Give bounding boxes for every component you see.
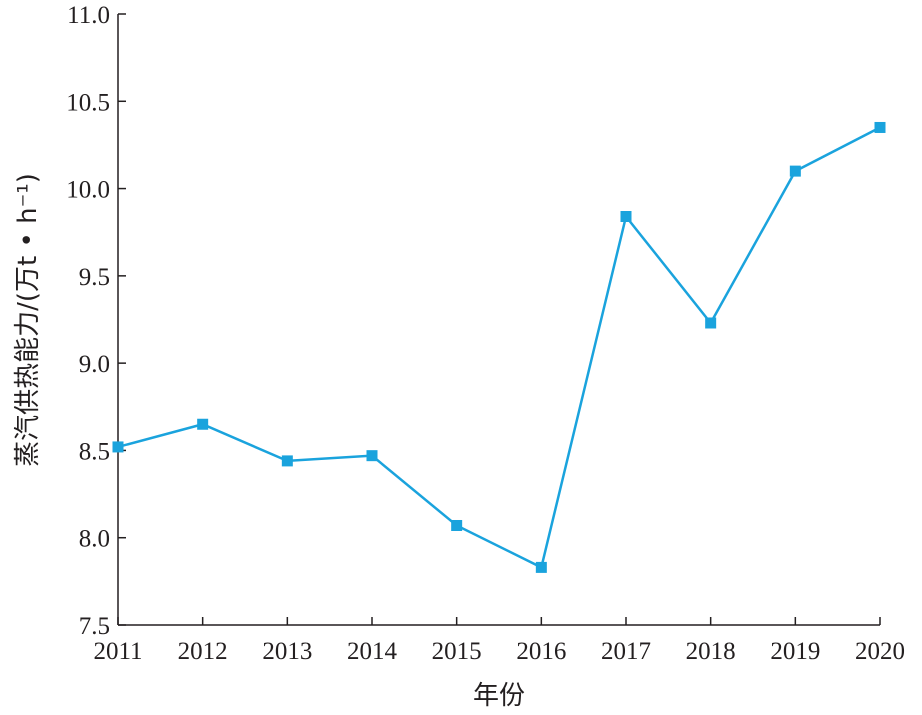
x-tick-label: 2013: [262, 638, 312, 665]
data-point-marker: [451, 519, 463, 531]
series-line: [117, 126, 881, 570]
x-tick-label: 2011: [93, 638, 142, 665]
data-point-marker: [705, 317, 717, 329]
y-tick-label: 8.5: [79, 438, 110, 465]
x-tick-label: 2014: [347, 638, 398, 665]
data-point-marker: [281, 455, 293, 467]
data-point-marker: [197, 418, 209, 430]
x-tick-label: 2012: [178, 638, 228, 665]
x-ticks: 2011 2012 2013 2014 2015 2016 2017 2018 2019 2020: [93, 617, 905, 665]
y-tick-label: 10.5: [66, 89, 110, 116]
y-tick-label: 10.0: [66, 177, 110, 204]
data-point-marker: [620, 211, 632, 223]
axes: [117, 14, 880, 626]
x-tick-label: 2018: [686, 638, 736, 665]
y-tick-label: 11.0: [67, 2, 110, 29]
x-tick-label: 2020: [855, 638, 905, 665]
y-tick-label: 9.0: [79, 351, 110, 378]
y-tick-label: 9.5: [79, 264, 110, 291]
x-tick-label: 2015: [432, 638, 482, 665]
x-axis-title: 年份: [473, 681, 525, 711]
data-point-marker: [789, 165, 801, 177]
y-tick-label: 7.5: [79, 613, 110, 640]
y-ticks: 7.5 8.0 8.5 9.0 9.5 10.0 10.5 11.0: [66, 2, 126, 640]
y-axis-title: 蒸汽供热能力/(万t • h⁻¹): [13, 173, 43, 467]
data-point-marker: [366, 450, 378, 462]
data-point-marker: [535, 561, 547, 573]
x-tick-label: 2017: [601, 638, 651, 665]
x-tick-label: 2019: [770, 638, 820, 665]
y-tick-label: 8.0: [79, 526, 110, 553]
data-point-marker: [112, 441, 124, 453]
x-tick-label: 2016: [516, 638, 566, 665]
data-point-marker: [874, 121, 886, 133]
series-layer: [112, 121, 886, 573]
